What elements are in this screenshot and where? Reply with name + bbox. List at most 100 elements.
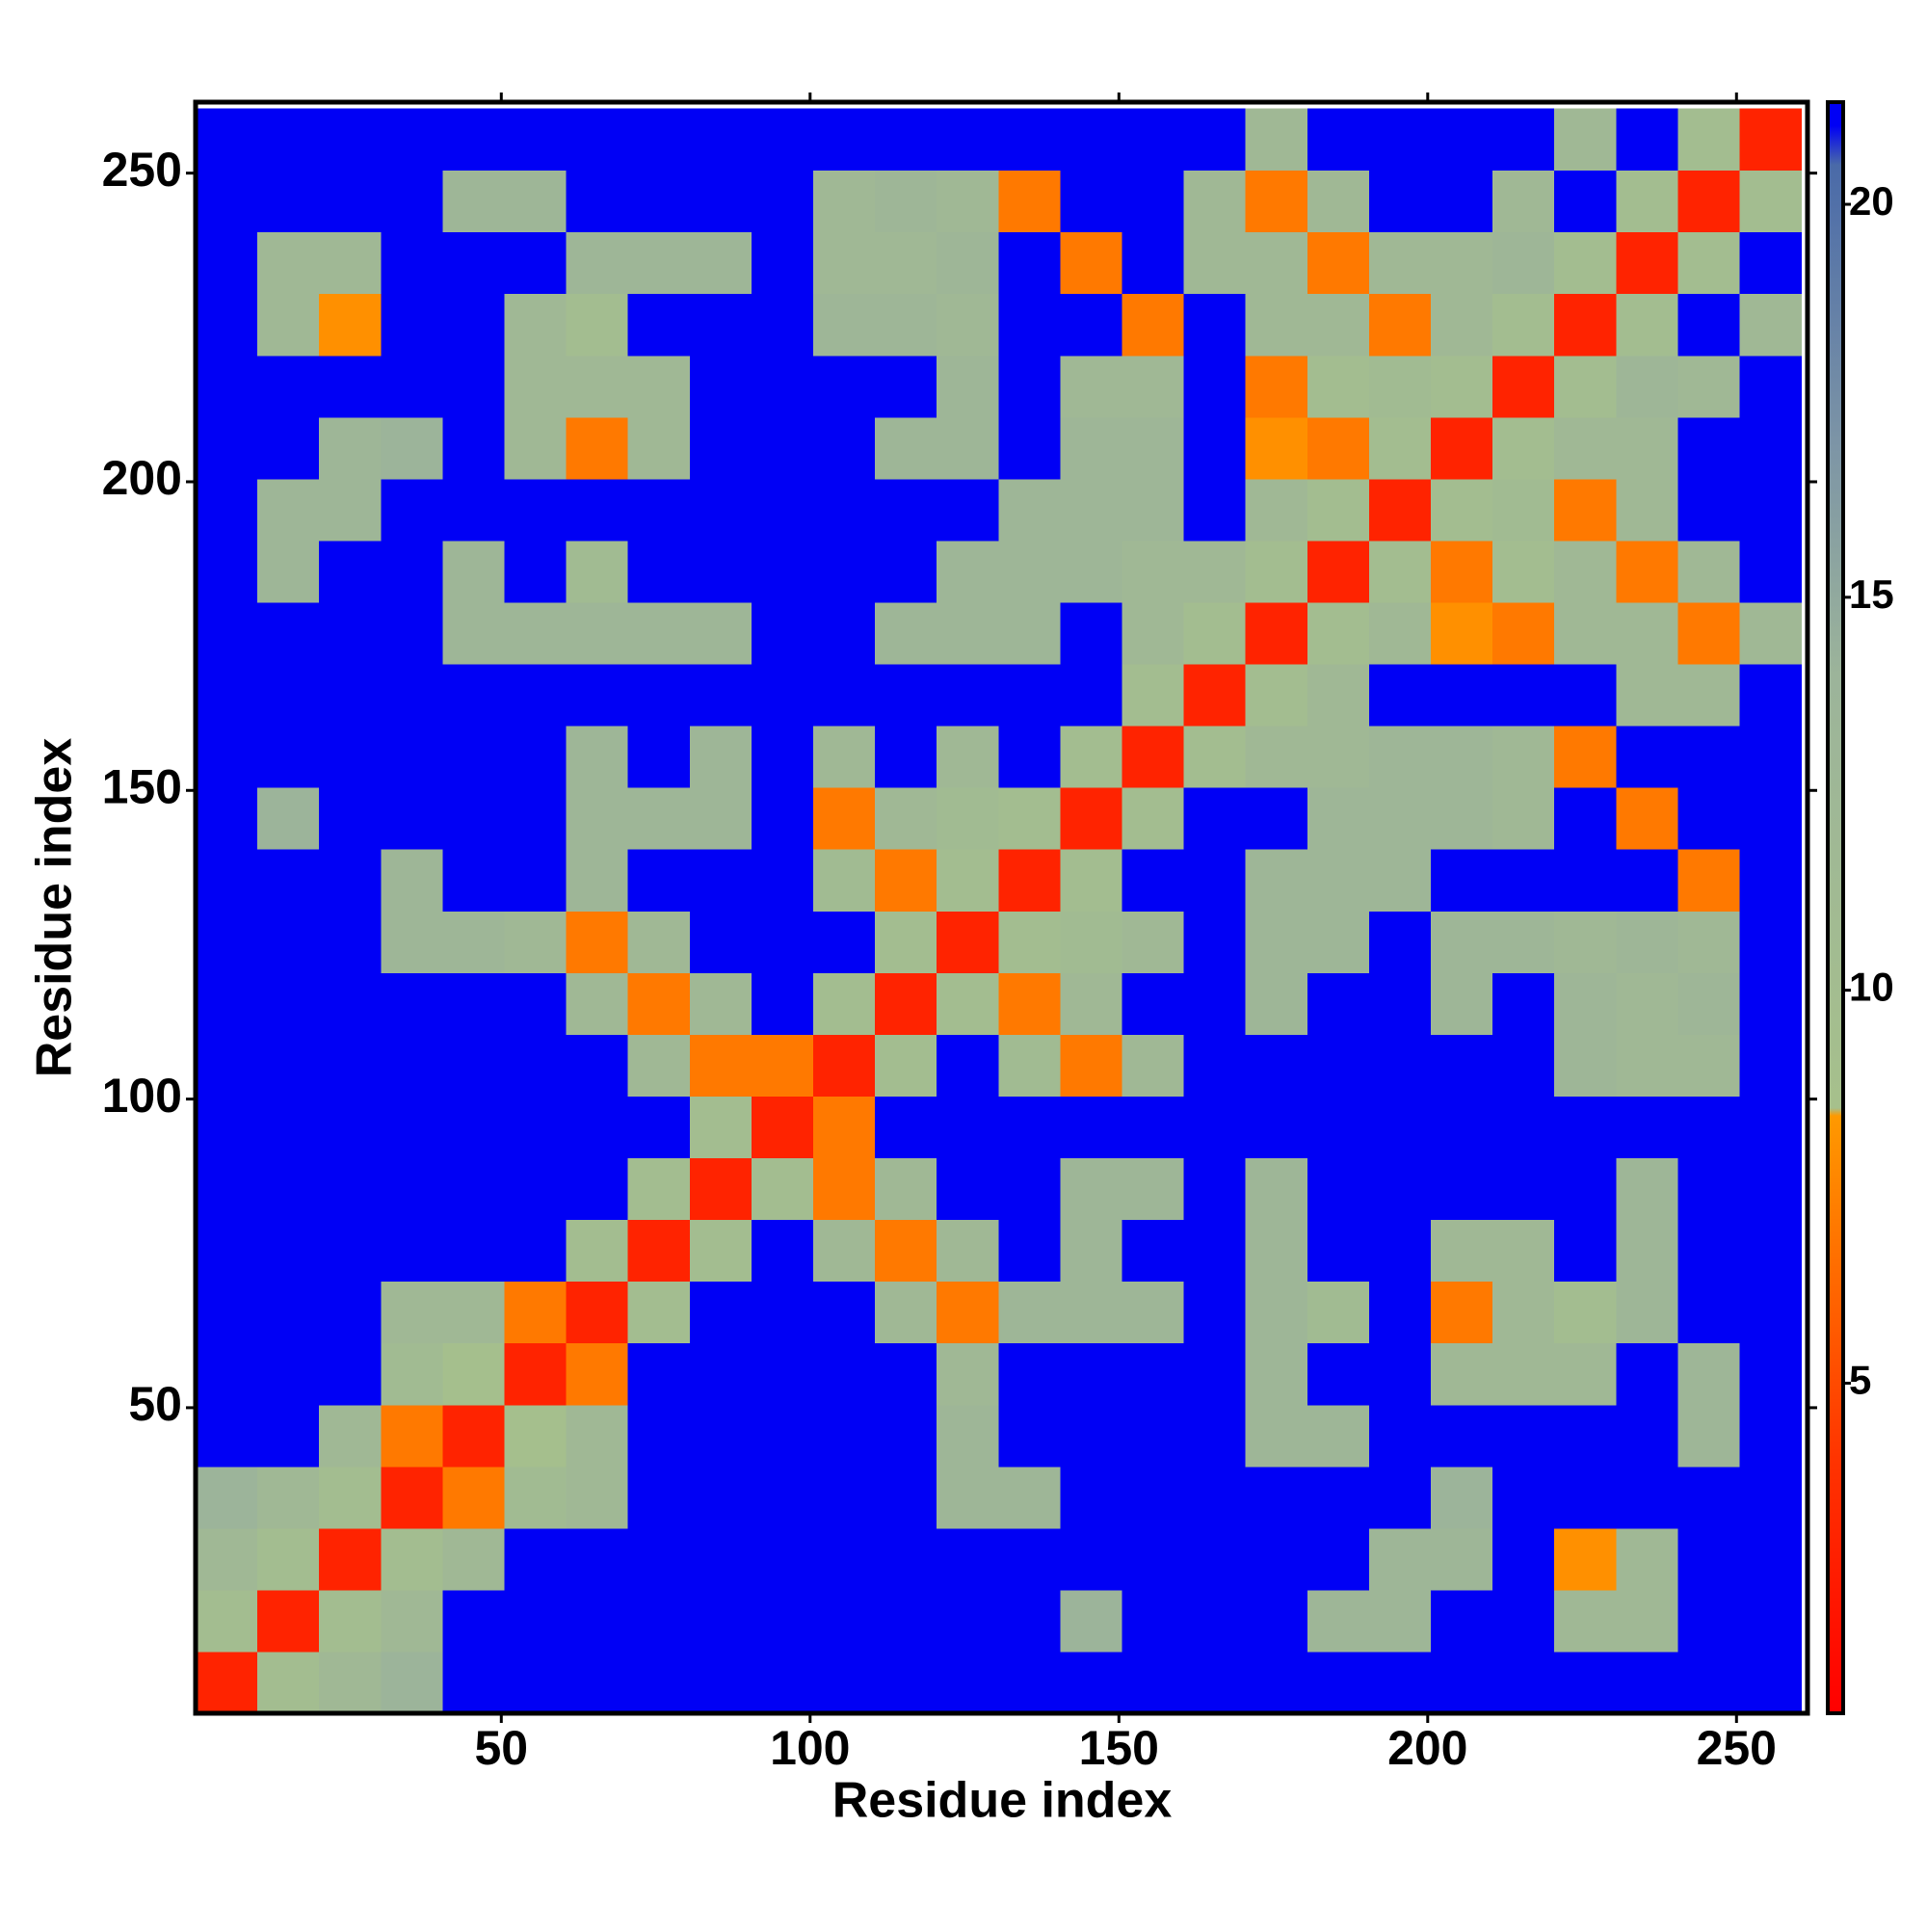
heatmap-cell xyxy=(1492,972,1555,1035)
heatmap-cell xyxy=(1430,231,1493,295)
heatmap-cell xyxy=(1739,1651,1803,1714)
heatmap-cell xyxy=(381,849,443,912)
heatmap-cell xyxy=(504,1157,568,1221)
heatmap-cell xyxy=(504,540,568,603)
heatmap-cell xyxy=(1368,540,1432,603)
heatmap-cell xyxy=(442,601,506,665)
heatmap-cell xyxy=(1739,787,1803,850)
heatmap-cell xyxy=(998,1527,1061,1591)
heatmap-cell xyxy=(689,601,752,665)
heatmap-cell xyxy=(1677,1342,1741,1406)
heatmap-cell xyxy=(1307,1342,1370,1406)
heatmap-cell xyxy=(196,726,258,788)
heatmap-cell xyxy=(1430,972,1493,1035)
heatmap-cell xyxy=(1492,849,1555,912)
heatmap-cell xyxy=(1430,1589,1493,1653)
heatmap-cell xyxy=(1122,1589,1185,1653)
heatmap-cell xyxy=(751,1404,814,1468)
heatmap-cell xyxy=(627,849,691,912)
heatmap-cell xyxy=(1616,1157,1678,1221)
heatmap-cell xyxy=(1368,108,1432,172)
heatmap-cell xyxy=(196,1219,258,1283)
heatmap-cell xyxy=(1677,1589,1741,1653)
heatmap-cell xyxy=(504,1589,568,1653)
heatmap-cell xyxy=(751,1281,814,1344)
heatmap-cell xyxy=(196,663,258,727)
heatmap-cell xyxy=(1554,1096,1617,1159)
heatmap-cell xyxy=(1060,1342,1123,1406)
heatmap-cell xyxy=(627,170,691,233)
heatmap-cell xyxy=(875,170,937,233)
heatmap-cell xyxy=(196,1342,258,1406)
heatmap-cell xyxy=(1183,911,1247,973)
heatmap-cell xyxy=(196,601,258,665)
x-tick-label: 200 xyxy=(1387,1721,1467,1775)
heatmap-cell xyxy=(196,911,258,973)
heatmap-cell xyxy=(442,1527,506,1591)
heatmap-cell xyxy=(998,1589,1061,1653)
heatmap-cell xyxy=(1307,108,1370,172)
heatmap-cell xyxy=(689,1034,752,1097)
heatmap-cell xyxy=(751,416,814,480)
heatmap-cell xyxy=(504,355,568,418)
heatmap-cell xyxy=(257,601,320,665)
heatmap-cell xyxy=(998,849,1061,912)
heatmap-cell xyxy=(875,108,937,172)
heatmap-cell xyxy=(381,1096,443,1159)
heatmap-cell xyxy=(1492,663,1555,727)
heatmap-cell xyxy=(1492,726,1555,788)
heatmap-cell xyxy=(381,170,443,233)
heatmap-cell xyxy=(319,355,382,418)
heatmap-cell xyxy=(998,972,1061,1035)
heatmap-cell xyxy=(751,231,814,295)
heatmap-cell xyxy=(627,601,691,665)
heatmap-cell xyxy=(875,911,937,973)
heatmap-cell xyxy=(937,849,999,912)
heatmap-cell xyxy=(812,293,876,357)
heatmap-cell xyxy=(1430,1651,1493,1714)
y-axis-title: Residue index xyxy=(27,738,83,1078)
heatmap-cell xyxy=(504,663,568,727)
heatmap-cell xyxy=(504,416,568,480)
heatmap-cell xyxy=(319,478,382,542)
heatmap-cell xyxy=(1430,355,1493,418)
heatmap-cell xyxy=(937,787,999,850)
heatmap-cell xyxy=(1060,170,1123,233)
heatmap-cell xyxy=(689,170,752,233)
heatmap-cell xyxy=(1060,849,1123,912)
heatmap-cell xyxy=(1739,293,1803,357)
heatmap-cell xyxy=(937,416,999,480)
heatmap-cell xyxy=(257,1219,320,1283)
heatmap-cell xyxy=(1430,787,1493,850)
heatmap-cell xyxy=(1677,108,1741,172)
heatmap-cell xyxy=(504,170,568,233)
heatmap-cell xyxy=(1739,1034,1803,1097)
heatmap-cell xyxy=(812,416,876,480)
heatmap-cell xyxy=(504,787,568,850)
heatmap-cell xyxy=(442,1096,506,1159)
heatmap-cell xyxy=(1430,1219,1493,1283)
heatmap-cell xyxy=(566,972,629,1035)
heatmap-cell xyxy=(1060,1034,1123,1097)
heatmap-cell xyxy=(1183,355,1247,418)
heatmap-cell xyxy=(627,355,691,418)
heatmap-cell xyxy=(1122,726,1185,788)
heatmap-cell xyxy=(381,1157,443,1221)
heatmap-cell xyxy=(751,911,814,973)
heatmap-cell xyxy=(812,1342,876,1406)
heatmap-cell xyxy=(1430,663,1493,727)
heatmap-cell xyxy=(1616,787,1678,850)
heatmap-cell xyxy=(812,1651,876,1714)
heatmap-cell xyxy=(937,1527,999,1591)
heatmap-cell xyxy=(1368,972,1432,1035)
heatmap-cell xyxy=(1183,1651,1247,1714)
heatmap-cell xyxy=(1183,1342,1247,1406)
heatmap-cell xyxy=(257,787,320,850)
heatmap-cell xyxy=(319,1281,382,1344)
heatmap-cell xyxy=(381,1527,443,1591)
heatmap-cell xyxy=(751,108,814,172)
heatmap-cell xyxy=(1739,1281,1803,1344)
heatmap-cell xyxy=(381,1219,443,1283)
heatmap-cell xyxy=(1677,355,1741,418)
heatmap-cell xyxy=(1307,355,1370,418)
